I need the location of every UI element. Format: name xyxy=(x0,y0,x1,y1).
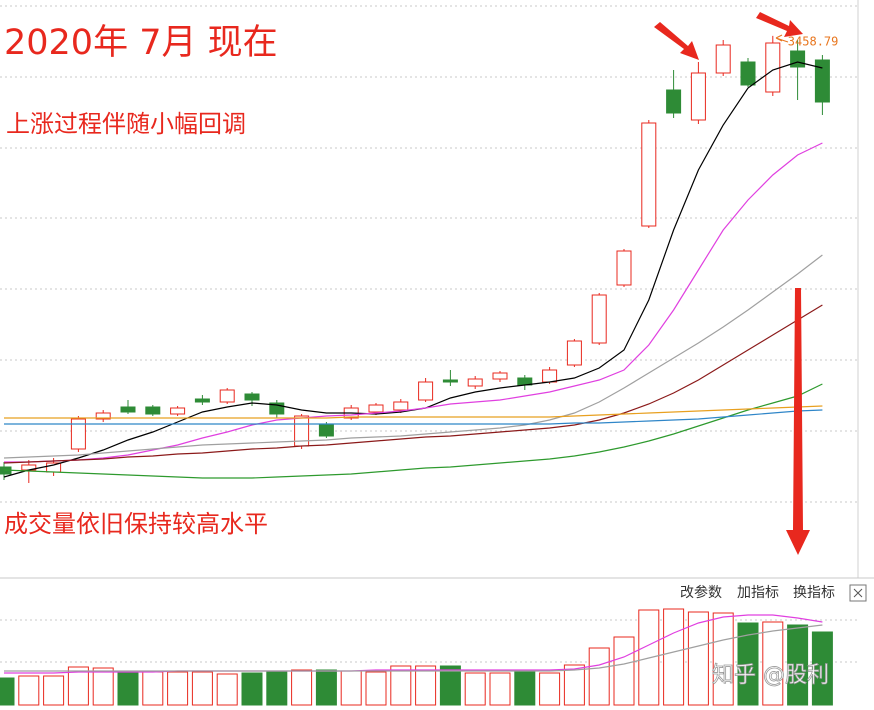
volume-bar xyxy=(241,672,263,706)
candle-body xyxy=(492,372,508,380)
toolbar-button[interactable]: 改参数 xyxy=(680,584,722,601)
candle-body xyxy=(591,294,607,344)
volume-bar xyxy=(563,664,585,706)
candle-body xyxy=(641,122,657,227)
volume-bar xyxy=(0,677,15,706)
arrows xyxy=(654,12,810,555)
candle-body xyxy=(120,406,136,413)
ma-line xyxy=(3,254,823,459)
plot: 3458.79 xyxy=(0,34,839,706)
volume-bar xyxy=(415,665,437,706)
candle-body xyxy=(765,42,781,93)
volume-bar xyxy=(142,671,164,706)
volume-bar xyxy=(663,608,685,706)
candle-body xyxy=(393,401,409,411)
candle-body xyxy=(70,418,86,450)
candle-body xyxy=(666,89,682,114)
volume-bar xyxy=(191,671,213,706)
volume-bar xyxy=(18,675,40,706)
max-marker xyxy=(775,34,789,43)
candle-body xyxy=(194,398,210,403)
ma-line xyxy=(3,383,823,479)
candle-body xyxy=(715,44,731,74)
candle-body xyxy=(269,402,285,415)
volume-bar xyxy=(216,673,238,706)
candle-body xyxy=(740,61,756,86)
ma-line xyxy=(4,614,823,674)
volume-bar xyxy=(167,671,189,706)
volume-bar xyxy=(67,666,89,706)
volume-bar xyxy=(291,669,313,706)
ma-line xyxy=(4,624,823,672)
volume-bar xyxy=(489,672,511,706)
candle-body xyxy=(170,407,186,415)
ma-line xyxy=(3,304,823,464)
candle-body xyxy=(467,378,483,387)
volume-bar xyxy=(811,631,833,706)
candle-body xyxy=(46,462,62,473)
volume-bar xyxy=(390,665,412,706)
ma-line xyxy=(4,409,823,425)
volume-bar xyxy=(439,665,461,706)
toolbar-button[interactable]: 换指标 xyxy=(793,584,835,601)
volume-bar xyxy=(464,672,486,706)
toolbar-button[interactable]: 加指标 xyxy=(737,585,779,601)
volume-bar xyxy=(737,622,759,706)
volume-bar xyxy=(712,612,734,706)
candle-body xyxy=(95,412,111,420)
volume-bar xyxy=(613,636,635,706)
candle-body xyxy=(566,340,582,366)
volume-bar xyxy=(687,611,709,706)
ma-line xyxy=(4,142,823,463)
candle-body xyxy=(790,50,806,68)
volume-bar xyxy=(787,624,809,706)
volume-bar xyxy=(340,670,362,706)
volume-bar xyxy=(514,671,536,706)
candle-body xyxy=(145,406,161,415)
candle-body xyxy=(219,389,235,403)
grid xyxy=(0,5,858,663)
candle-body xyxy=(690,72,706,121)
volume-bar xyxy=(588,647,610,706)
candle-body xyxy=(418,381,434,401)
candle-body xyxy=(244,393,260,401)
annotation: 成交量依旧保持较高水平 xyxy=(4,510,268,538)
watermark: 知乎 @股利 xyxy=(712,663,829,688)
candle-body xyxy=(442,379,458,383)
volume-bar xyxy=(762,621,784,706)
candle-body xyxy=(368,404,384,413)
max-label: 3458.79 xyxy=(788,34,839,48)
candle-body xyxy=(542,369,558,383)
volume-bar xyxy=(266,671,288,706)
volume-bar xyxy=(539,672,561,706)
volume-bar xyxy=(92,667,114,706)
volume-bar xyxy=(43,675,65,706)
candle-body xyxy=(814,59,830,103)
volume-bar xyxy=(117,671,139,706)
candle-body xyxy=(616,250,632,286)
chart-title: 2020年 7月 现在 xyxy=(4,23,278,63)
volume-bar xyxy=(365,671,387,706)
annotation: 上涨过程伴随小幅回调 xyxy=(6,110,246,138)
close-button[interactable] xyxy=(849,584,867,602)
volume-bar xyxy=(315,669,337,706)
ma-line xyxy=(4,405,823,419)
candle-body xyxy=(318,423,334,437)
